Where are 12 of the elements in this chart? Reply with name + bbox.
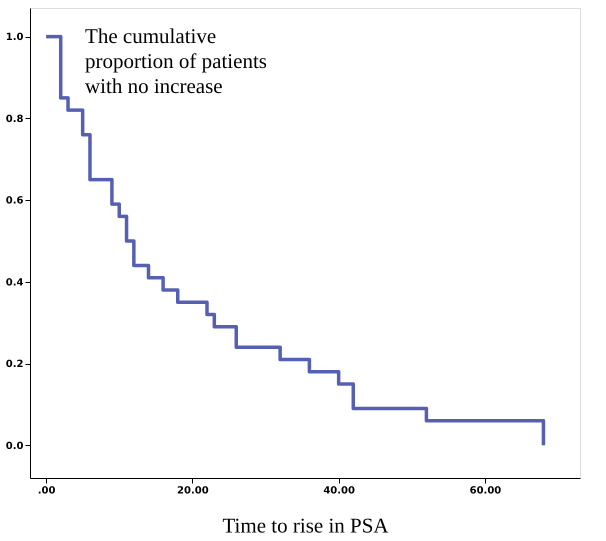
y-tick-label: 0.6 [6,196,24,207]
x-axis-title: Time to rise in PSA [222,514,390,538]
y-tick-label: 0.0 [6,440,24,452]
y-tick-label: 1.0 [6,32,24,44]
y-tick-label: 0.8 [6,114,24,125]
x-tick-label: .00 [38,486,56,496]
x-tick-label: 60.00 [470,486,502,496]
y-tick-label: 0.2 [6,359,24,370]
y-tick-label: 0.4 [6,277,24,288]
annotation: The cumulative proportion of patients with no increase [85,24,267,98]
x-tick-label: 20.00 [177,486,209,496]
x-tick-label: 40.00 [323,486,355,496]
